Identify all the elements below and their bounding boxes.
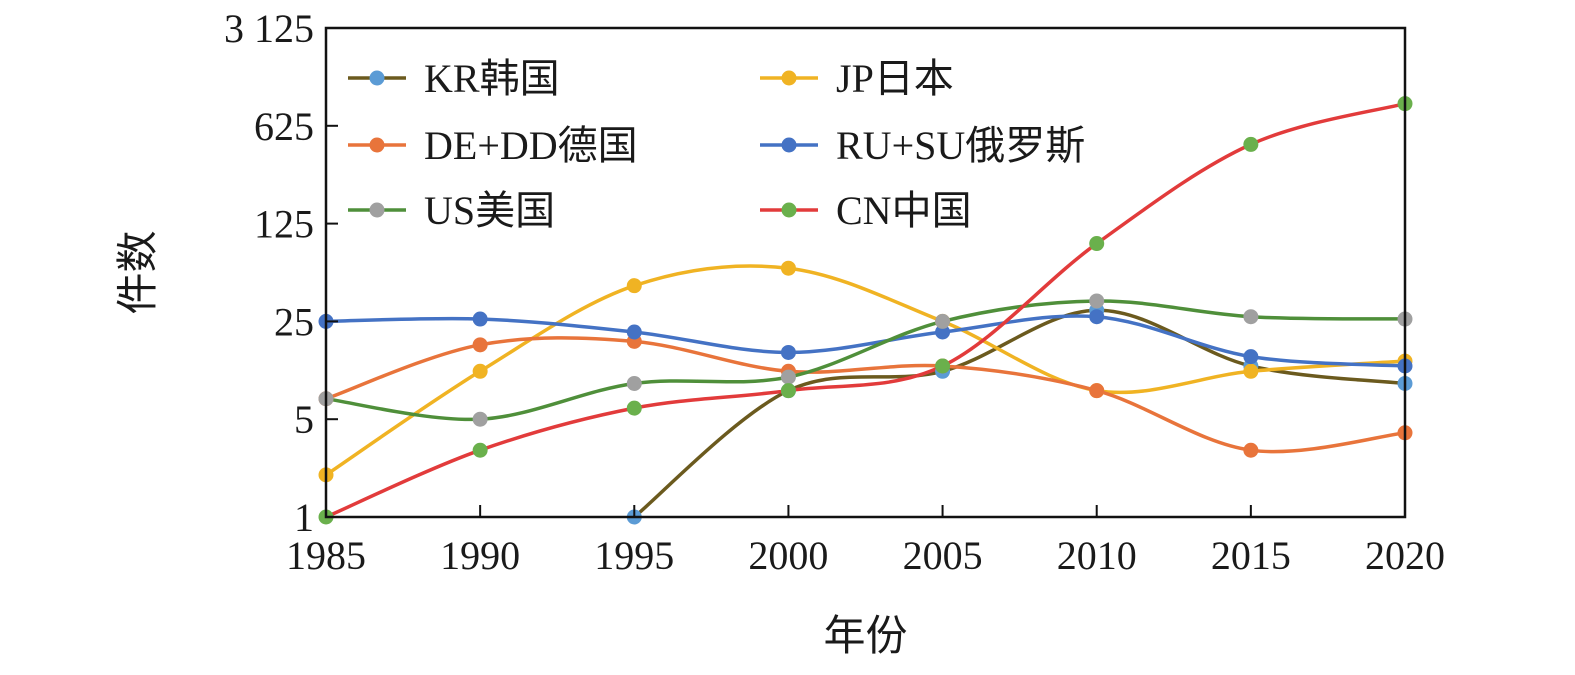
legend-item: US美国 bbox=[348, 188, 555, 233]
y-tick-label: 1 bbox=[294, 495, 314, 540]
legend-marker bbox=[781, 70, 797, 86]
y-tick-label: 25 bbox=[274, 299, 314, 344]
data-point bbox=[780, 369, 796, 385]
data-point bbox=[780, 344, 796, 360]
legend-item: KR韩国 bbox=[348, 56, 560, 101]
data-point bbox=[1243, 442, 1259, 458]
x-tick-label: 2010 bbox=[1057, 533, 1137, 578]
legend-label: KR韩国 bbox=[424, 56, 560, 101]
x-axis-title: 年份 bbox=[823, 613, 907, 660]
data-point bbox=[472, 311, 488, 327]
legend-marker bbox=[369, 202, 385, 218]
series-line bbox=[324, 299, 1407, 422]
data-point bbox=[1089, 383, 1105, 399]
legend-marker bbox=[781, 137, 797, 153]
legend-label: RU+SU俄罗斯 bbox=[836, 123, 1085, 168]
series-lines bbox=[324, 101, 1407, 519]
data-point bbox=[472, 442, 488, 458]
y-tick-label: 3 125 bbox=[224, 6, 314, 51]
legend-label: CN中国 bbox=[836, 188, 972, 233]
legend-item: DE+DD德国 bbox=[348, 123, 638, 168]
legend-item: RU+SU俄罗斯 bbox=[760, 123, 1085, 168]
data-point bbox=[472, 337, 488, 353]
x-tick-label: 1995 bbox=[594, 533, 674, 578]
x-tick-label: 1985 bbox=[286, 533, 366, 578]
data-point bbox=[1243, 309, 1259, 325]
data-point bbox=[1243, 136, 1259, 152]
series-line bbox=[324, 314, 1407, 368]
legend-label: DE+DD德国 bbox=[424, 123, 638, 168]
data-point bbox=[1089, 293, 1105, 309]
y-tick-label: 5 bbox=[294, 397, 314, 442]
data-point bbox=[935, 313, 951, 329]
series-line bbox=[324, 101, 1407, 519]
data-point bbox=[780, 260, 796, 276]
legend-label: US美国 bbox=[424, 188, 555, 233]
legend-marker bbox=[369, 137, 385, 153]
data-point bbox=[472, 411, 488, 427]
series-line bbox=[324, 264, 1407, 477]
legend-marker bbox=[781, 202, 797, 218]
data-point bbox=[626, 324, 642, 340]
data-point bbox=[1243, 349, 1259, 365]
y-axis: 1 5 25 125 625 3 125 bbox=[224, 6, 338, 540]
legend-item: JP日本 bbox=[760, 56, 954, 101]
data-point bbox=[780, 383, 796, 399]
data-point bbox=[626, 375, 642, 391]
data-point bbox=[472, 363, 488, 379]
x-tick-label: 2020 bbox=[1365, 533, 1445, 578]
legend-item: CN中国 bbox=[760, 188, 972, 233]
plot-area-frame bbox=[324, 26, 1407, 519]
data-point bbox=[935, 324, 951, 340]
legend-label: JP日本 bbox=[836, 56, 954, 101]
data-point bbox=[1089, 236, 1105, 252]
x-tick-label: 2015 bbox=[1211, 533, 1291, 578]
series-markers bbox=[318, 96, 1413, 525]
data-point bbox=[935, 358, 951, 374]
series-line bbox=[324, 336, 1407, 454]
data-point bbox=[626, 278, 642, 294]
x-tick-label: 2005 bbox=[903, 533, 983, 578]
y-axis-title: 件数 bbox=[116, 230, 162, 314]
y-tick-label: 125 bbox=[254, 202, 314, 247]
x-tick-label: 1990 bbox=[440, 533, 520, 578]
legend: KR韩国 JP日本 DE+DD德国 RU+SU俄罗斯 US美国 CN中国 bbox=[348, 56, 1085, 233]
data-point bbox=[626, 400, 642, 416]
x-tick-label: 2000 bbox=[748, 533, 828, 578]
y-tick-label: 625 bbox=[254, 104, 314, 149]
data-point bbox=[1243, 363, 1259, 379]
data-point bbox=[1089, 309, 1105, 325]
legend-marker bbox=[369, 70, 385, 86]
x-axis: 1985 1990 1995 2000 2005 2010 2015 2020 bbox=[286, 505, 1445, 578]
series-line bbox=[632, 308, 1407, 519]
